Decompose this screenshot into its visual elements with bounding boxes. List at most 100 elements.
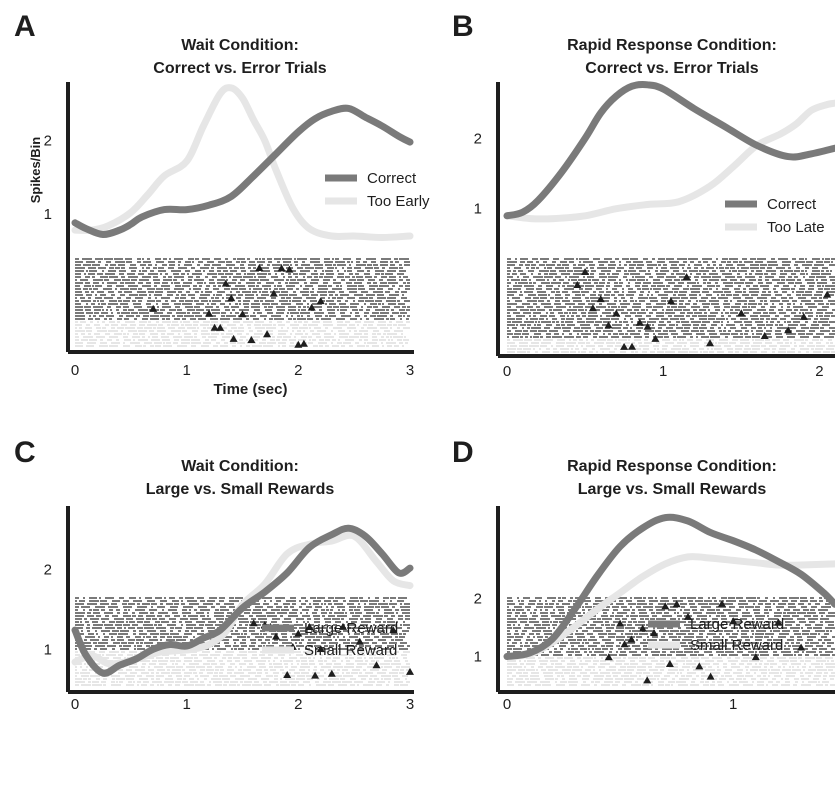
raster-tick [257,672,262,674]
raster-tick [75,621,79,623]
raster-tick [381,342,383,344]
raster-tick [224,342,228,344]
raster-tick [696,336,698,338]
raster-tick [800,336,809,338]
raster-tick [507,609,511,611]
raster-tick [205,624,213,626]
raster-tick [139,321,147,323]
raster-tick [566,318,574,320]
raster-tick [822,285,824,287]
raster-tick [147,300,155,302]
raster-tick [239,615,244,617]
raster-tick [274,270,281,272]
raster-tick [565,267,569,269]
raster-tick [717,612,724,614]
raster-tick [630,273,640,275]
raster-tick [251,618,256,620]
raster-tick [803,648,808,650]
raster-tick [510,345,517,347]
raster-tick [707,330,715,332]
raster-tick [785,681,790,683]
raster-tick [816,291,823,293]
raster-tick [294,261,298,263]
panel-letter: B [452,10,474,43]
raster-tick [297,663,299,665]
event-marker [263,330,272,338]
raster-tick [290,606,294,608]
raster-tick [635,282,641,284]
raster-tick [280,678,282,680]
raster-tick [623,300,627,302]
raster-tick [129,294,138,296]
raster-tick [830,279,835,281]
raster-tick [831,648,835,650]
raster-tick [320,273,324,275]
raster-tick [629,264,636,266]
raster-tick [277,309,285,311]
raster-tick [520,336,523,338]
raster-tick [767,615,769,617]
raster-tick [260,279,269,281]
raster-tick [805,267,809,269]
raster-tick [754,672,756,674]
raster-tick [382,636,392,638]
panel-c: C Wait Condition:Large vs. Small Rewards0… [14,436,414,713]
raster-tick [615,630,624,632]
raster-tick [743,288,746,290]
raster-tick [795,681,798,683]
raster-tick [507,636,514,638]
raster-tick [768,675,770,677]
raster-tick [661,678,667,680]
raster-tick [798,351,801,353]
raster-tick [630,300,634,302]
raster-tick [583,612,585,614]
raster-tick [807,636,816,638]
raster-tick [340,309,347,311]
raster-tick [657,351,664,353]
raster-tick [553,348,557,350]
raster-tick [347,624,356,626]
raster-tick [567,666,572,668]
raster-tick [117,612,120,614]
raster-tick [300,291,309,293]
raster-tick [296,660,300,662]
raster-tick [737,675,744,677]
raster-tick [292,609,298,611]
raster-tick [555,672,563,674]
raster-tick [84,618,87,620]
raster-tick [832,636,835,638]
raster-tick [150,318,159,320]
raster-tick [178,630,181,632]
raster-tick [582,678,589,680]
raster-tick [96,336,105,338]
raster-tick [144,621,150,623]
raster-tick [626,324,629,326]
raster-tick [146,267,150,269]
raster-tick [310,282,318,284]
raster-tick [75,324,82,326]
raster-tick [729,678,734,680]
raster-tick [758,327,762,329]
raster-tick [211,606,215,608]
raster-tick [95,258,103,260]
raster-tick [585,330,588,332]
raster-tick [807,345,815,347]
raster-tick [292,330,294,332]
raster-tick [112,678,115,680]
raster-tick [144,342,152,344]
raster-tick [300,666,310,668]
raster-tick [311,273,318,275]
raster-tick [533,312,541,314]
raster-tick [160,633,169,635]
raster-tick [400,318,402,320]
raster-tick [679,276,685,278]
event-marker [229,334,238,342]
raster-tick [393,648,395,650]
raster-tick [507,348,516,350]
raster-tick [638,609,646,611]
raster-tick [681,645,688,647]
raster-tick [828,624,834,626]
raster-tick [684,648,692,650]
raster-tick [309,660,314,662]
raster-tick [666,276,676,278]
